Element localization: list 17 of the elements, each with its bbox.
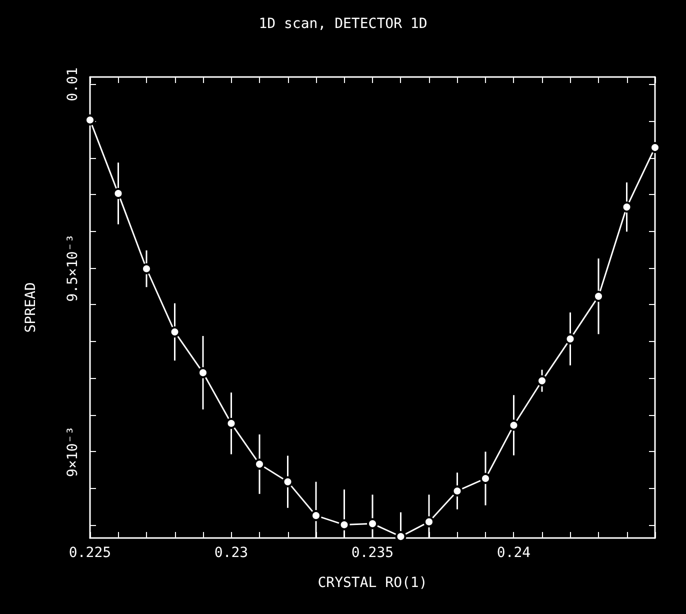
point xyxy=(310,510,322,522)
point xyxy=(452,485,463,496)
point xyxy=(282,476,294,488)
x-tick-label: 0.225 xyxy=(68,545,112,561)
y-tick-label: 9×10⁻³ xyxy=(65,426,81,477)
point xyxy=(254,458,265,470)
x-axis-title: CRYSTAL RO(1) xyxy=(318,575,428,591)
x-tick-label: 0.235 xyxy=(351,545,394,561)
x-tick-label: 0.24 xyxy=(496,545,531,561)
x-tick-label: 0.23 xyxy=(214,545,248,561)
y-tick-label: 0.01 xyxy=(65,67,81,102)
y-tick-label: 9.5×10⁻³ xyxy=(65,234,81,302)
point xyxy=(338,519,350,530)
point xyxy=(424,516,434,528)
point xyxy=(367,518,378,530)
chart-title: 1D scan, DETECTOR 1D xyxy=(258,16,428,32)
y-axis-title: SPREAD xyxy=(23,282,39,333)
